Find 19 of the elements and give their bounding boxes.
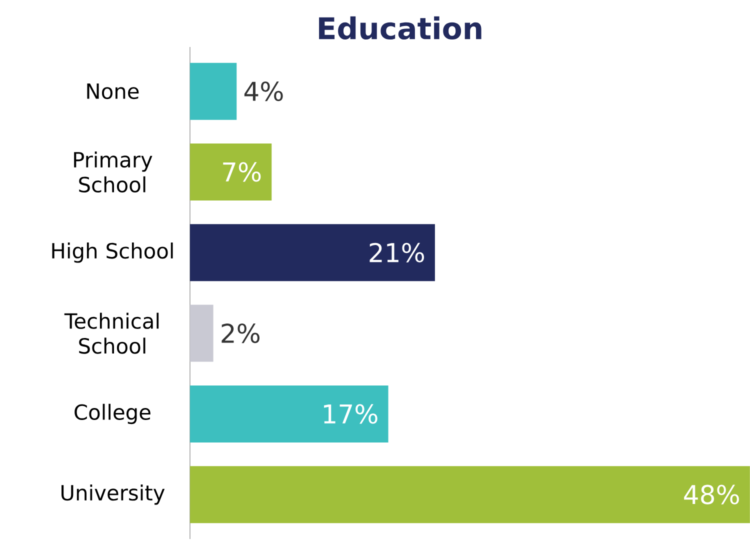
- bar: [190, 144, 272, 201]
- y-tick-label: College: [74, 404, 150, 424]
- bar: [190, 224, 435, 282]
- data-label: 4%: [244, 82, 283, 102]
- y-tick-label: None: [87, 84, 139, 100]
- bar: [190, 385, 388, 442]
- y-tick-label: University: [62, 484, 165, 505]
- bar: [190, 304, 214, 362]
- data-label: 2%: [222, 324, 260, 344]
- chart-title: Education: [319, 16, 482, 40]
- data-label: 21%: [370, 242, 424, 262]
- y-tick-label: Technical School: [64, 312, 159, 354]
- y-tick-label: High School: [52, 242, 173, 263]
- data-label: 7%: [223, 162, 261, 182]
- bar: [190, 466, 750, 524]
- data-label: 48%: [684, 484, 739, 504]
- data-label: 17%: [324, 404, 378, 424]
- y-tick-label: Primary School: [74, 151, 152, 193]
- bar: [190, 62, 237, 120]
